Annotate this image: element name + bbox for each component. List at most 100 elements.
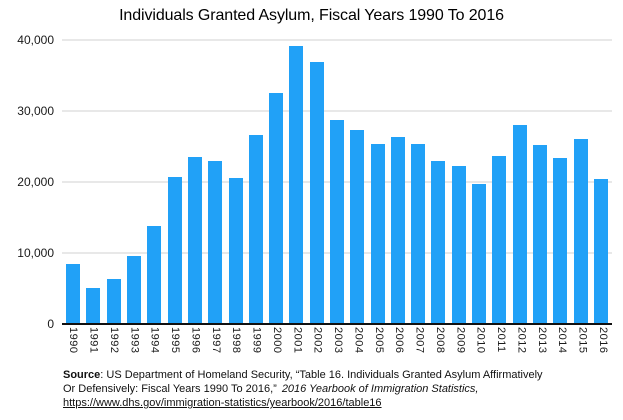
x-tick-label: 2001 (291, 327, 304, 354)
bar-2006 (390, 137, 405, 324)
x-tick-label: 1997 (209, 327, 222, 354)
x-tick-label: 2002 (311, 327, 324, 354)
x-axis-line (62, 323, 612, 325)
x-tick: 2004 (348, 327, 368, 353)
x-tick-label: 1996 (189, 327, 202, 354)
x-tick-label: 1995 (169, 327, 182, 354)
x-tick-label: 1992 (107, 327, 120, 354)
x-tick-label: 2007 (413, 327, 426, 354)
bar-1998 (228, 178, 243, 324)
x-tick-label: 1990 (67, 327, 80, 354)
bar-slot (246, 40, 266, 324)
x-tick-label: 2004 (352, 327, 365, 354)
x-tick-label: 2006 (393, 327, 406, 354)
bar-slot (63, 40, 83, 324)
y-tick-label: 0 (47, 317, 54, 331)
x-tick-label: 2008 (433, 327, 446, 354)
x-tick-label: 1993 (128, 327, 141, 354)
x-tick: 2009 (450, 327, 470, 353)
bar-1996 (187, 156, 202, 324)
bar-slot (144, 40, 164, 324)
x-tick: 2010 (471, 327, 491, 353)
x-tick: 1991 (83, 327, 103, 353)
x-tick: 2003 (328, 327, 348, 353)
x-tick: 2006 (389, 327, 409, 353)
bar-slot (164, 40, 184, 324)
source-note: Source: US Department of Homeland Securi… (63, 368, 608, 410)
bar-slot (510, 40, 530, 324)
bar-2002 (309, 61, 324, 324)
bar-slot (205, 40, 225, 324)
bar-slot (367, 40, 387, 324)
x-tick-label: 1994 (148, 327, 161, 354)
source-line-3: https://www.dhs.gov/immigration-statisti… (63, 396, 608, 410)
bar-2007 (411, 143, 426, 324)
source-link[interactable]: https://www.dhs.gov/immigration-statisti… (63, 397, 382, 409)
x-tick-label: 2014 (556, 327, 569, 354)
x-tick-label: 2010 (474, 327, 487, 354)
bar-2004 (350, 129, 365, 324)
bar-slot (469, 40, 489, 324)
x-tick: 1992 (104, 327, 124, 353)
bar-2005 (370, 144, 385, 324)
bar-slot (307, 40, 327, 324)
y-tick-label: 40,000 (17, 33, 54, 47)
bar-slot (104, 40, 124, 324)
y-tick-label: 10,000 (17, 246, 54, 260)
x-tick-label: 1991 (87, 327, 100, 354)
bar-2009 (451, 166, 466, 324)
gridline (62, 39, 612, 41)
y-axis-labels: 0 10,000 20,000 30,000 40,000 (0, 34, 54, 330)
bar-slot (347, 40, 367, 324)
gridline (62, 110, 612, 112)
bar-slot (83, 40, 103, 324)
x-tick: 2014 (552, 327, 572, 353)
bar-slot (449, 40, 469, 324)
x-tick-label: 2013 (535, 327, 548, 354)
source-citation-italic: 2016 Yearbook of Immigration Statistics, (281, 383, 479, 395)
x-tick-label: 2005 (372, 327, 385, 354)
x-tick: 2008 (430, 327, 450, 353)
bar-slot (489, 40, 509, 324)
bar-2016 (593, 178, 608, 324)
x-tick: 2007 (409, 327, 429, 353)
y-tick-label: 20,000 (17, 175, 54, 189)
x-tick: 2005 (369, 327, 389, 353)
bar-slot (428, 40, 448, 324)
bar-slot (286, 40, 306, 324)
x-tick-label: 2015 (576, 327, 589, 354)
x-tick-label: 2000 (270, 327, 283, 354)
bar-2013 (532, 145, 547, 324)
x-tick-label: 1998 (230, 327, 243, 354)
x-tick: 2000 (267, 327, 287, 353)
x-tick: 1998 (226, 327, 246, 353)
bar-slot (185, 40, 205, 324)
bar-slot (266, 40, 286, 324)
bar-2014 (553, 158, 568, 324)
x-tick-label: 2016 (596, 327, 609, 354)
x-tick: 2011 (491, 327, 511, 353)
x-tick: 2001 (287, 327, 307, 353)
bar-1997 (208, 160, 223, 324)
bar-slot (408, 40, 428, 324)
bar-1992 (106, 279, 121, 324)
bar-2008 (431, 161, 446, 324)
x-tick: 1993 (124, 327, 144, 353)
bar-2000 (269, 93, 284, 324)
x-tick-label: 2003 (332, 327, 345, 354)
bar-2012 (512, 125, 527, 324)
bars (62, 40, 612, 324)
bar-slot (225, 40, 245, 324)
x-tick-label: 2009 (454, 327, 467, 354)
x-tick: 2016 (593, 327, 613, 353)
bar-slot (388, 40, 408, 324)
bar-1991 (86, 288, 101, 324)
bar-slot (327, 40, 347, 324)
source-line-1: Source: US Department of Homeland Securi… (63, 368, 608, 382)
x-tick-label: 1999 (250, 327, 263, 354)
bar-1993 (127, 256, 142, 324)
y-tick-label: 30,000 (17, 104, 54, 118)
bar-1995 (167, 176, 182, 324)
bar-2001 (289, 45, 304, 324)
